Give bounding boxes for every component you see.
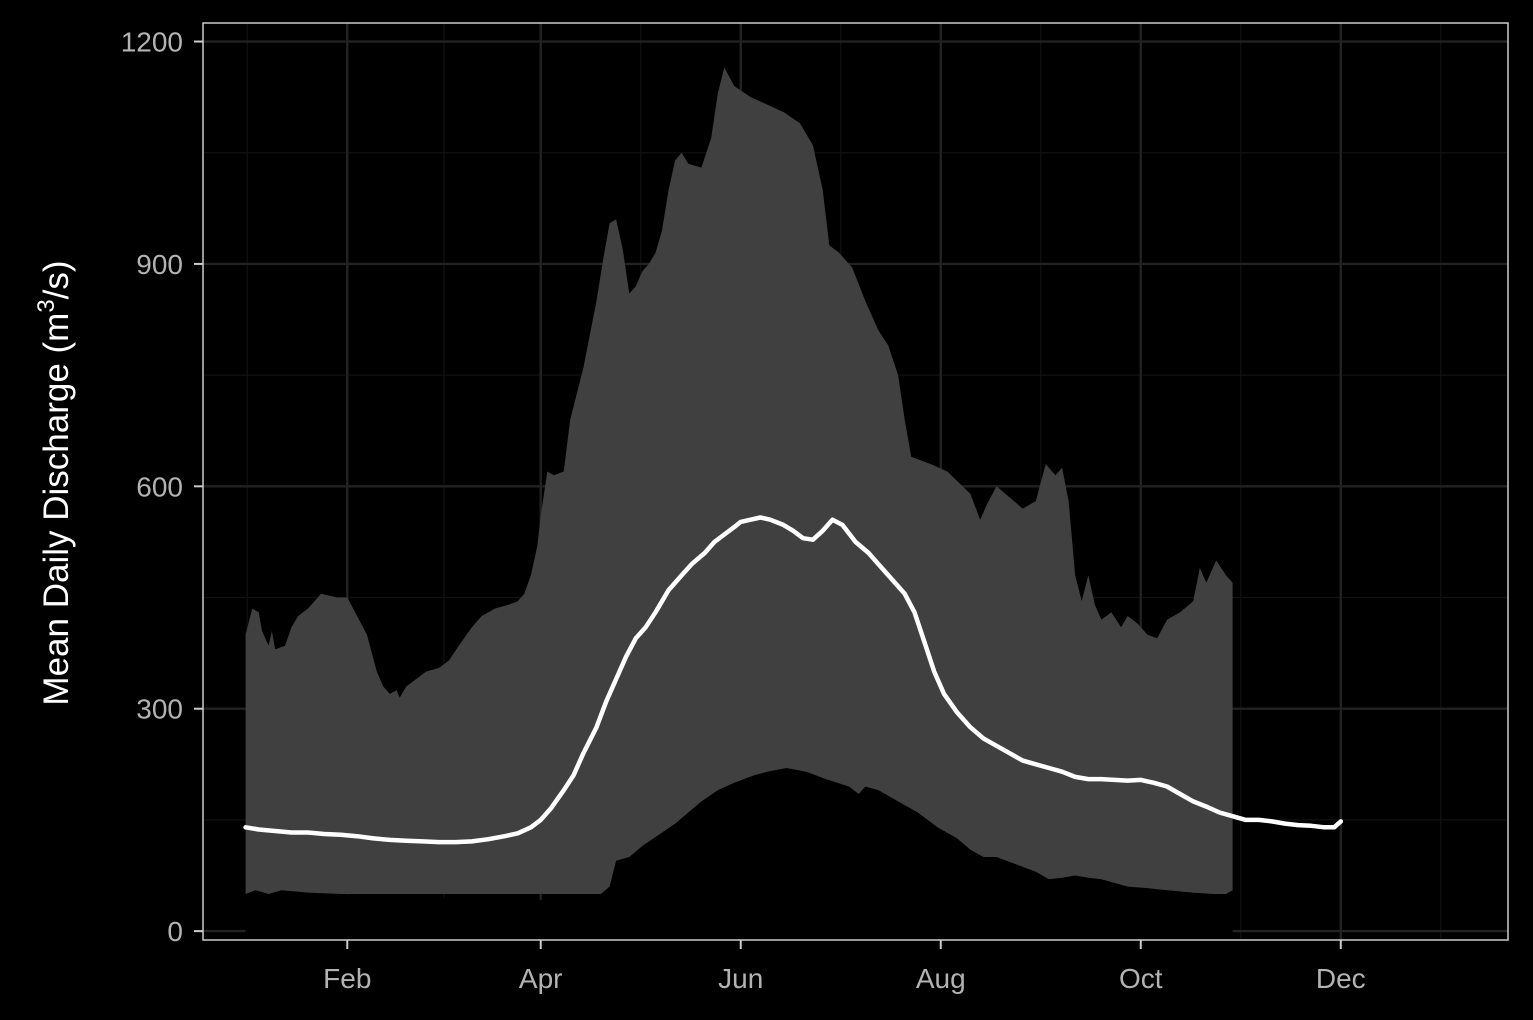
y-axis-title-superscript: 3	[33, 299, 60, 312]
panel-border	[202, 22, 1509, 941]
x-axis: Feb Apr Jun Aug Oct Dec	[323, 940, 1366, 994]
y-axis-title-suffix: /s)	[37, 260, 76, 299]
discharge-range-max-area	[245, 67, 1233, 894]
x-tick-label: Dec	[1316, 963, 1366, 994]
y-tick-label: 1200	[121, 27, 183, 58]
mean-discharge-line	[243, 515, 1344, 845]
discharge-range-min-area	[245, 768, 1233, 940]
series-layer	[243, 67, 1344, 940]
x-tick-label: Aug	[916, 963, 966, 994]
x-tick-label: Apr	[519, 963, 563, 994]
y-tick-label: 600	[136, 471, 183, 502]
y-tick-label: 0	[167, 916, 183, 947]
x-tick-label: Feb	[323, 963, 371, 994]
y-tick-label: 900	[136, 249, 183, 280]
x-tick-label: Jun	[718, 963, 763, 994]
y-axis-title: Mean Daily Discharge (m3/s)	[33, 260, 76, 705]
y-axis: 0 300 600 900 1200	[121, 27, 203, 947]
y-tick-label: 300	[136, 694, 183, 725]
y-axis-title-main: Mean Daily Discharge (m	[37, 313, 76, 706]
x-tick-label: Oct	[1119, 963, 1163, 994]
